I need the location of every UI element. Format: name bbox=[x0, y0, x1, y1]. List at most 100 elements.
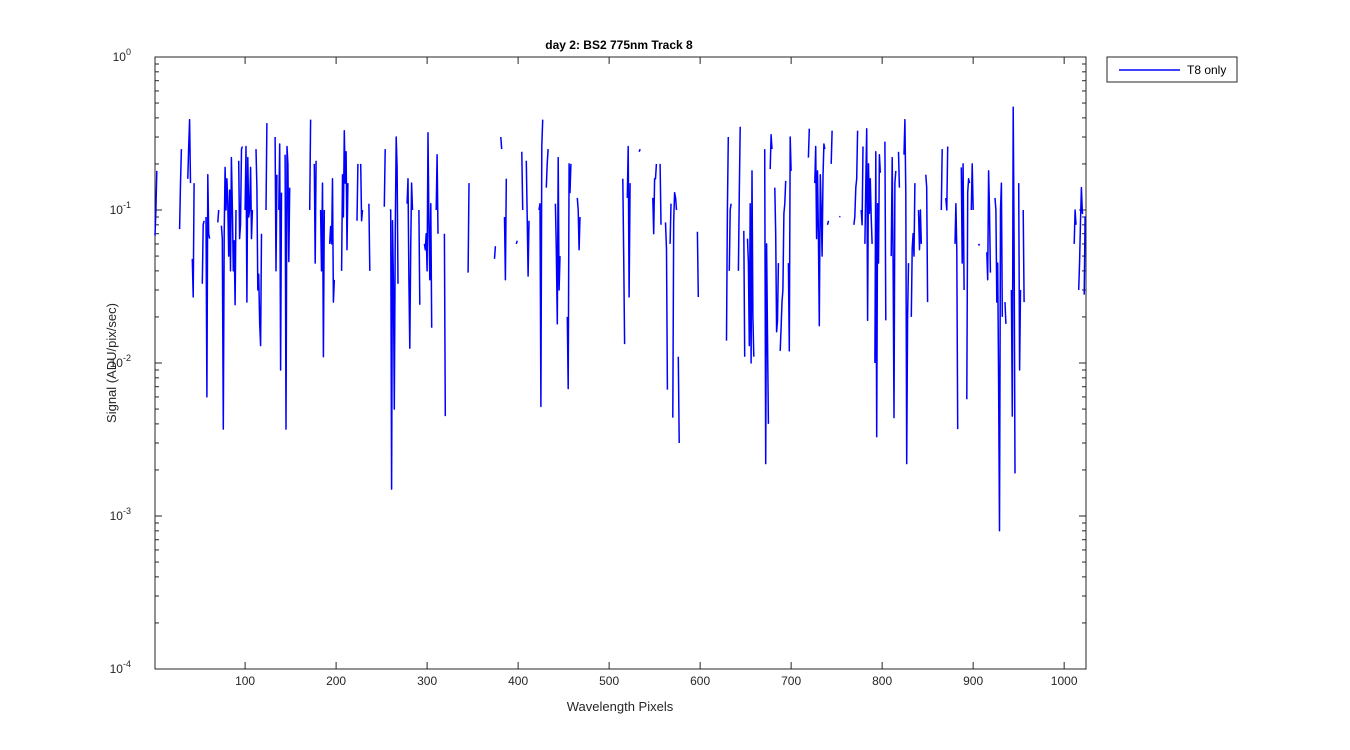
x-tick-label: 600 bbox=[690, 674, 710, 688]
y-tick-label: 10-3 bbox=[110, 506, 131, 523]
chart-title: day 2: BS2 775nm Track 8 bbox=[545, 38, 693, 52]
series-line-segment bbox=[960, 163, 965, 291]
series-line-segment bbox=[244, 145, 254, 303]
series-line-segment bbox=[217, 209, 220, 223]
y-tick-label: 10-4 bbox=[110, 659, 131, 676]
series-line-segment bbox=[503, 178, 508, 281]
x-tick-label: 200 bbox=[326, 674, 346, 688]
series-line-segment bbox=[205, 173, 211, 398]
series-line-segment bbox=[418, 209, 421, 305]
y-tick-label: 10-2 bbox=[110, 353, 131, 370]
series-line-segment bbox=[545, 149, 549, 188]
series-line-segment bbox=[838, 215, 841, 218]
series-line-segment bbox=[1010, 106, 1016, 474]
series-line-segment bbox=[864, 127, 873, 322]
series-line-segment bbox=[255, 149, 263, 347]
series-line-segment bbox=[638, 148, 641, 153]
series-line-segment bbox=[672, 191, 678, 418]
series-line-segment bbox=[187, 118, 192, 184]
series-line-segment bbox=[237, 146, 244, 240]
series-line-segment bbox=[1077, 186, 1084, 291]
series-line-segment bbox=[940, 149, 943, 211]
series-line-segment bbox=[191, 183, 195, 298]
series-line-segment bbox=[945, 146, 949, 211]
series-line-segment bbox=[830, 130, 833, 164]
series-line-segment bbox=[725, 136, 730, 341]
x-tick-label: 900 bbox=[963, 674, 983, 688]
series-line-segment bbox=[910, 183, 916, 317]
series-line-segment bbox=[493, 246, 497, 259]
x-tick-label: 100 bbox=[235, 674, 255, 688]
series-line-segment bbox=[853, 130, 859, 225]
plot-area bbox=[154, 56, 1087, 670]
series-line-segment bbox=[728, 203, 732, 271]
series-line-segment bbox=[359, 163, 364, 222]
series-line-segment bbox=[677, 356, 680, 444]
series-layer bbox=[154, 106, 1086, 532]
series-line-segment bbox=[201, 220, 205, 284]
series-line-segment bbox=[954, 202, 959, 430]
series-line-segment bbox=[178, 149, 183, 230]
series-line-segment bbox=[659, 163, 662, 225]
series-line-segment bbox=[986, 170, 992, 281]
series-line-segment bbox=[1083, 216, 1086, 295]
x-tick-label: 700 bbox=[781, 674, 801, 688]
series-line-segment bbox=[368, 203, 371, 271]
series-line-segment bbox=[1017, 183, 1022, 371]
series-line-segment bbox=[696, 231, 700, 298]
series-line-segment bbox=[652, 163, 658, 235]
x-tick-label: 500 bbox=[599, 674, 619, 688]
series-line-segment bbox=[769, 134, 773, 170]
series-line-segment bbox=[467, 183, 470, 273]
series-line-segment bbox=[897, 151, 901, 188]
series-line-segment bbox=[278, 143, 283, 371]
series-line-segment bbox=[874, 151, 882, 438]
series-line-segment bbox=[884, 141, 887, 321]
series-line-segment bbox=[154, 170, 158, 236]
series-line-segment bbox=[779, 180, 787, 351]
y-axis-ticks: 10-4 10-3 10-2 10-1 100 bbox=[110, 47, 1086, 676]
series-line-segment bbox=[807, 128, 811, 158]
series-line-segment bbox=[435, 153, 439, 234]
series-line-segment bbox=[966, 178, 971, 400]
series-line-segment bbox=[917, 209, 923, 251]
series-line-segment bbox=[423, 131, 433, 328]
x-tick-label: 400 bbox=[508, 674, 528, 688]
y-tick-label: 100 bbox=[113, 47, 131, 64]
series-line-segment bbox=[538, 119, 544, 408]
legend: T8 only bbox=[1106, 56, 1238, 83]
series-line-segment bbox=[265, 123, 268, 211]
series-line-segment bbox=[406, 178, 414, 349]
series-line-segment bbox=[443, 233, 447, 417]
series-line-segment bbox=[356, 163, 359, 221]
series-line-segment bbox=[977, 243, 981, 246]
series-line-segment bbox=[515, 240, 518, 245]
x-tick-label: 300 bbox=[417, 674, 437, 688]
series-line-segment bbox=[1004, 302, 1007, 324]
series-line-segment bbox=[328, 178, 336, 303]
series-line-segment bbox=[925, 174, 929, 303]
series-line-segment bbox=[220, 156, 237, 430]
series-line-segment bbox=[521, 151, 524, 211]
series-line-segment bbox=[664, 222, 669, 390]
series-line-segment bbox=[737, 126, 741, 271]
series-line-segment bbox=[787, 136, 792, 352]
series-line-segment bbox=[340, 129, 349, 271]
series-line-segment bbox=[383, 149, 386, 207]
series-line-segment bbox=[554, 156, 561, 325]
series-line-segment bbox=[763, 149, 770, 465]
y-tick-label: 10-1 bbox=[110, 200, 131, 217]
series-line-segment bbox=[860, 146, 864, 226]
series-line-segment bbox=[774, 187, 780, 333]
x-tick-label: 800 bbox=[872, 674, 892, 688]
series-line-segment bbox=[566, 163, 572, 390]
series-line-segment bbox=[389, 136, 399, 490]
series-line-segment bbox=[319, 182, 326, 358]
series-line-segment bbox=[826, 220, 830, 225]
series-line-segment bbox=[814, 143, 826, 327]
x-axis-ticks: 100 200 300 400 500 600 700 800 900 1000 bbox=[235, 57, 1078, 688]
series-line-segment bbox=[743, 230, 746, 357]
legend-label: T8 only bbox=[1187, 63, 1226, 77]
series-line-segment bbox=[525, 160, 530, 277]
